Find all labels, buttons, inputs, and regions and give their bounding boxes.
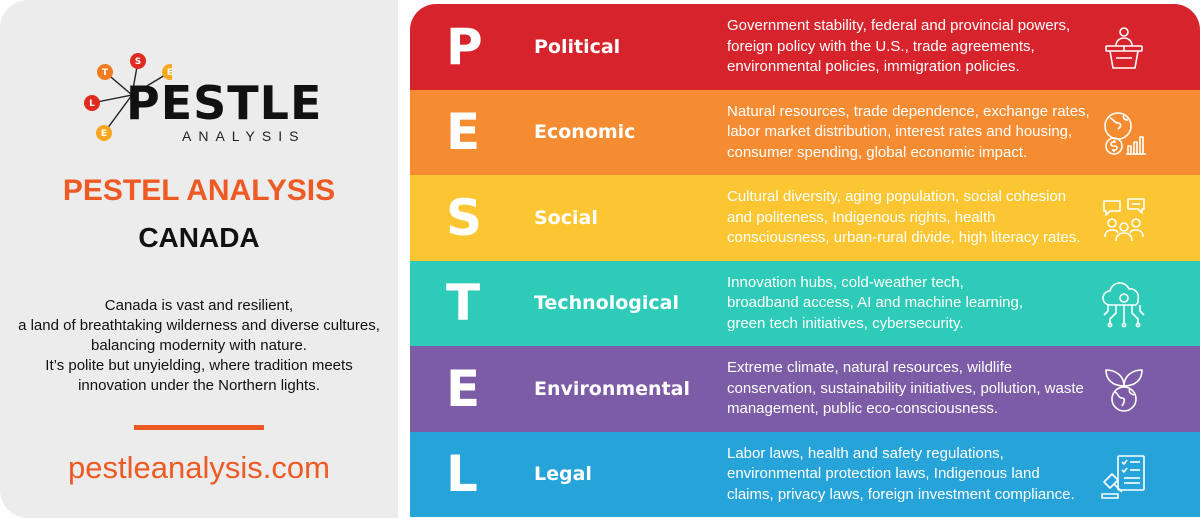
description-line: It’s polite but unyielding, where tradit… [45,357,353,374]
row-text-line: consumer spending, global economic impac… [727,143,1028,161]
logo-letter: T [102,68,109,78]
globe-money-chart-icon [1104,111,1146,155]
row-letter: L [446,445,478,504]
row-text: Extreme climate, natural resources, wild… [727,346,1107,432]
row-text-line: environmental policies, immigration poli… [727,58,1020,75]
row-technological: T Technological Innovation hubs, cold-we… [410,260,1200,347]
logo-wordmark: PESTLE [126,76,323,130]
divider [134,425,264,430]
logo-letter: L [89,99,95,109]
row-text-line: labor market distribution, interest rate… [727,123,1073,140]
row-text-line: Innovation hubs, cold-weather tech, [727,273,964,291]
row-name: Political [534,35,621,58]
website-link[interactable]: pestleanalysis.com [68,450,330,485]
page-title: PESTEL ANALYSIS [62,174,336,207]
row-political: P Political Government stability, federa… [410,4,1200,90]
logo-network-icon: T S E L E [84,53,172,141]
info-panel: T S E L E PESTLE ANALYSIS PESTEL ANALYSI… [0,0,398,518]
row-text-line: environmental protection laws, Indigenou… [727,465,1040,482]
eco-globe-icon [1105,369,1143,412]
row-name: Social [534,206,598,229]
logo-letter: E [101,129,107,139]
cloud-circuit-icon [1102,281,1145,327]
row-letter: T [446,274,481,333]
row-text: Innovation hubs, cold-weather tech, broa… [727,261,1107,347]
description-line: innovation under the Northern lights. [78,377,320,394]
row-text: Cultural diversity, aging population, so… [727,175,1107,261]
row-text-line: and politeness, Indigenous rights, healt… [727,208,996,226]
panel-separator [399,0,410,518]
description: Canada is vast and resilient, a land of … [0,296,398,396]
row-economic: E Economic Natural resources, trade depe… [410,89,1200,176]
row-text-line: green tech initiatives, cybersecurity. [727,314,964,332]
row-text-line: Government stability, federal and provin… [727,17,1071,34]
row-text-line: Cultural diversity, aging population, so… [727,188,1067,205]
row-letter: P [446,17,483,76]
row-letter: E [446,359,481,418]
row-environmental: E Environmental Extreme climate, natural… [410,346,1200,432]
row-letter: E [446,103,481,162]
pestel-rows: P Political Government stability, federa… [410,4,1200,518]
description-line: Canada is vast and resilient, [104,297,294,314]
row-social: S Social Cultural diversity, aging popul… [410,175,1200,261]
podium-speaker-icon [1105,27,1143,69]
row-name: Technological [534,292,679,315]
row-text: Labor laws, health and safety regulation… [727,432,1107,518]
row-name: Economic [534,121,636,144]
row-name: Legal [534,463,592,486]
row-letter: S [446,188,483,247]
row-text: Government stability, federal and provin… [727,4,1107,90]
row-text-line: conservation, sustainability initiatives… [727,379,1084,397]
row-text-line: Labor laws, health and safety regulation… [727,444,1004,462]
row-legal: L Legal Labor laws, health and safety re… [410,431,1200,518]
row-text: Natural resources, trade dependence, exc… [727,90,1107,176]
row-text-line: broadband access, AI and machine learnin… [727,294,1024,311]
logo-subtitle: ANALYSIS [182,128,306,144]
pestle-logo: T S E L E PESTLE ANALYSIS [82,50,322,150]
row-text-line: Extreme climate, natural resources, wild… [727,359,1013,376]
row-name: Environmental [534,377,690,400]
logo-letter: E [167,68,172,78]
gavel-document-icon [1101,454,1145,499]
logo-letter: S [135,57,141,67]
description-line: a land of breathtaking wilderness and di… [18,317,380,334]
country-name: CANADA [138,222,260,253]
row-text-line: foreign policy with the U.S., trade agre… [727,37,1035,55]
row-text-line: claims, privacy laws, foreign investment… [727,485,1075,503]
people-chat-icon [1103,198,1145,242]
row-text-line: Natural resources, trade dependence, exc… [727,102,1090,120]
row-text-line: consciousness, urban-rural divide, high … [727,229,1081,246]
description-line: balancing modernity with nature. [91,337,307,354]
row-text-line: management, public eco-consciousness. [727,400,998,417]
